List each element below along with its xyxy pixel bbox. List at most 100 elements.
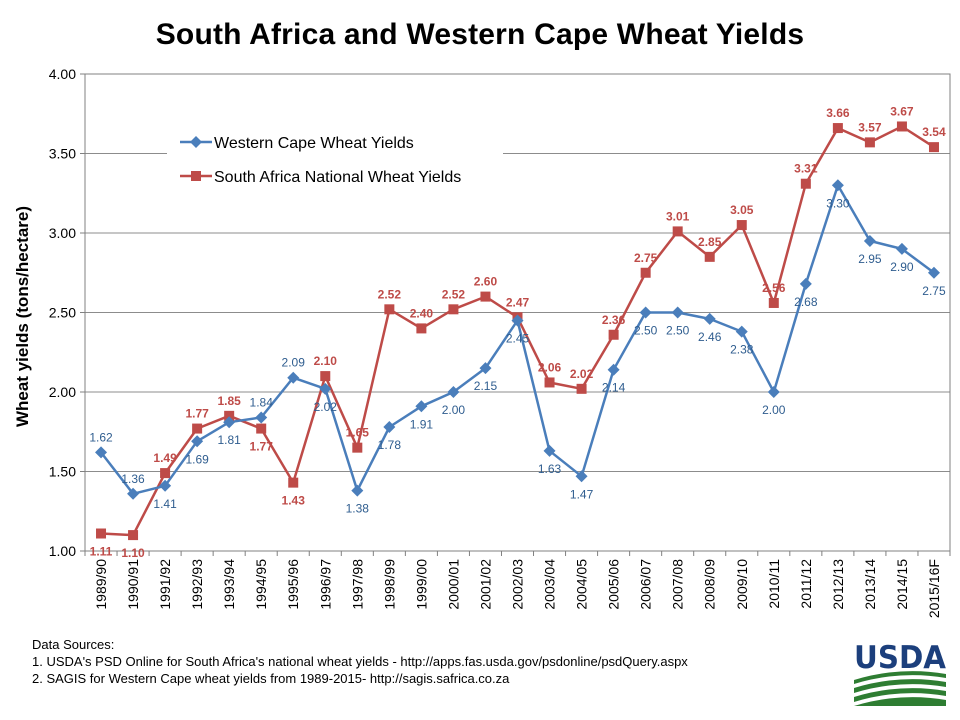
x-tick-label: 2015/16F bbox=[926, 559, 942, 618]
data-label-national: 3.05 bbox=[730, 203, 754, 217]
data-label-national: 1.77 bbox=[250, 440, 274, 454]
data-label-western-cape: 2.68 bbox=[794, 295, 818, 309]
data-label-western-cape: 1.69 bbox=[185, 452, 209, 466]
series-marker bbox=[223, 416, 236, 429]
y-tick-label: 4.00 bbox=[49, 66, 76, 82]
legend: Western Cape Wheat Yields South Africa Na… bbox=[167, 124, 503, 194]
series-marker bbox=[544, 377, 555, 388]
series-marker bbox=[543, 444, 556, 457]
series-marker bbox=[288, 477, 299, 488]
usda-logo-field-stripe bbox=[854, 697, 946, 706]
x-tick-label: 1993/94 bbox=[221, 559, 237, 610]
y-tick-label: 2.00 bbox=[49, 384, 76, 400]
series-marker bbox=[96, 528, 107, 539]
chart-title: South Africa and Western Cape Wheat Yiel… bbox=[155, 18, 805, 51]
data-label-western-cape: 1.36 bbox=[121, 472, 145, 486]
x-tick-label: 2000/01 bbox=[445, 559, 461, 610]
data-label-western-cape: 1.84 bbox=[250, 395, 274, 409]
x-tick-label: 2003/04 bbox=[542, 559, 558, 610]
x-tick-label: 2007/08 bbox=[670, 559, 686, 610]
data-label-national: 1.65 bbox=[346, 426, 370, 440]
series-marker bbox=[896, 121, 907, 132]
series-marker bbox=[224, 410, 235, 421]
series-marker bbox=[415, 400, 428, 413]
data-label-western-cape: 2.09 bbox=[282, 356, 306, 370]
data-label-western-cape: 2.45 bbox=[506, 331, 530, 345]
data-label-national: 2.47 bbox=[506, 295, 530, 309]
series-marker bbox=[671, 306, 684, 319]
series-marker bbox=[672, 226, 683, 237]
data-label-national: 2.06 bbox=[538, 360, 562, 374]
data-label-western-cape: 2.14 bbox=[602, 381, 626, 395]
x-tick-label: 1991/92 bbox=[157, 559, 173, 610]
series-marker bbox=[256, 423, 267, 434]
data-label-national: 2.40 bbox=[410, 306, 434, 320]
series-marker bbox=[511, 314, 524, 327]
data-label-national: 2.56 bbox=[762, 281, 786, 295]
y-axis-label: Wheat yields (tons/hectare) bbox=[13, 206, 32, 427]
y-tick-label: 1.50 bbox=[49, 464, 76, 480]
series-marker bbox=[159, 479, 172, 492]
series-markers bbox=[95, 121, 940, 541]
data-label-national: 1.77 bbox=[185, 407, 209, 421]
series-marker bbox=[128, 530, 139, 541]
series-marker bbox=[191, 435, 204, 448]
series-marker bbox=[320, 371, 331, 382]
x-tick-label: 1999/00 bbox=[413, 559, 429, 610]
data-sources: Data Sources: 1. USDA's PSD Online for S… bbox=[32, 636, 688, 687]
series-marker bbox=[352, 442, 363, 453]
data-label-national: 3.67 bbox=[890, 104, 914, 118]
x-tick-label: 1990/91 bbox=[125, 559, 141, 610]
data-label-national: 1.85 bbox=[217, 394, 241, 408]
data-label-western-cape: 3.30 bbox=[826, 196, 850, 210]
series-marker bbox=[575, 470, 588, 483]
x-tick-label: 2005/06 bbox=[606, 559, 622, 610]
series-marker bbox=[576, 383, 587, 394]
x-tick-label: 2008/09 bbox=[702, 559, 718, 610]
data-label-national: 3.54 bbox=[922, 125, 946, 139]
series-marker bbox=[127, 487, 140, 500]
series-marker bbox=[927, 266, 940, 279]
sources-heading: Data Sources: bbox=[32, 637, 115, 652]
series-marker bbox=[640, 267, 651, 278]
data-label-national: 3.01 bbox=[666, 209, 690, 223]
x-tick-label: 2006/07 bbox=[638, 559, 654, 610]
x-tick-label: 2011/12 bbox=[798, 559, 814, 609]
series-marker bbox=[351, 484, 364, 497]
data-label-western-cape: 1.62 bbox=[89, 430, 113, 444]
series-marker bbox=[479, 362, 492, 375]
data-label-western-cape: 2.50 bbox=[666, 324, 690, 338]
series-marker bbox=[735, 325, 748, 338]
legend-marker bbox=[191, 171, 201, 181]
x-tick-label: 1989/90 bbox=[93, 559, 109, 610]
y-tick-label: 3.00 bbox=[49, 225, 76, 241]
wheat-yield-line-chart: 1.00 1.50 2.00 2.50 3.00 3.50 4.00 1989/90 1990… bbox=[13, 66, 951, 618]
series-marker bbox=[383, 420, 396, 433]
x-tick-label: 2002/03 bbox=[510, 559, 526, 610]
series-marker bbox=[704, 251, 715, 262]
data-label-western-cape: 2.95 bbox=[858, 252, 882, 266]
data-label-western-cape: 1.63 bbox=[538, 462, 562, 476]
series-marker bbox=[192, 423, 203, 434]
x-tick-label: 2013/14 bbox=[862, 559, 878, 610]
y-axis: 1.00 1.50 2.00 2.50 3.00 3.50 4.00 bbox=[49, 66, 85, 559]
data-label-national: 2.85 bbox=[698, 235, 722, 249]
data-label-national: 2.02 bbox=[570, 367, 594, 381]
series-marker bbox=[255, 411, 268, 424]
y-tick-label: 2.50 bbox=[49, 305, 76, 321]
x-tick-label: 2001/02 bbox=[477, 559, 493, 610]
x-tick-label: 1992/93 bbox=[189, 559, 205, 610]
series-marker bbox=[928, 142, 939, 153]
data-label-national: 3.57 bbox=[858, 120, 882, 134]
data-label-western-cape: 2.00 bbox=[442, 403, 466, 417]
data-label-national: 2.52 bbox=[442, 287, 466, 301]
y-tick-label: 3.50 bbox=[49, 146, 76, 162]
x-axis: 1989/90 1990/91 1991/92 1992/93 1993/94 1994/… bbox=[84, 551, 951, 618]
x-tick-label: 1998/99 bbox=[381, 559, 397, 610]
data-label-national: 3.66 bbox=[826, 106, 850, 120]
data-label-western-cape: 1.38 bbox=[346, 502, 370, 516]
data-label-national: 2.75 bbox=[634, 251, 658, 265]
legend-marker bbox=[190, 136, 202, 148]
series-marker bbox=[703, 312, 716, 325]
x-tick-label: 1994/95 bbox=[253, 559, 269, 610]
